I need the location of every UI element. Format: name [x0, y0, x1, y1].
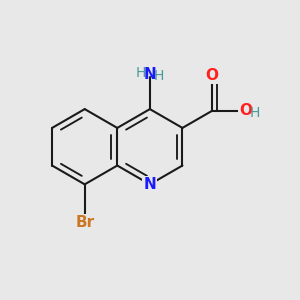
Text: O: O	[239, 103, 252, 118]
Text: O: O	[205, 68, 218, 83]
Text: Br: Br	[75, 215, 94, 230]
Text: N: N	[143, 67, 156, 82]
Text: H: H	[136, 66, 146, 80]
Text: H: H	[154, 69, 164, 83]
Text: N: N	[143, 177, 156, 192]
Text: H: H	[249, 106, 260, 120]
